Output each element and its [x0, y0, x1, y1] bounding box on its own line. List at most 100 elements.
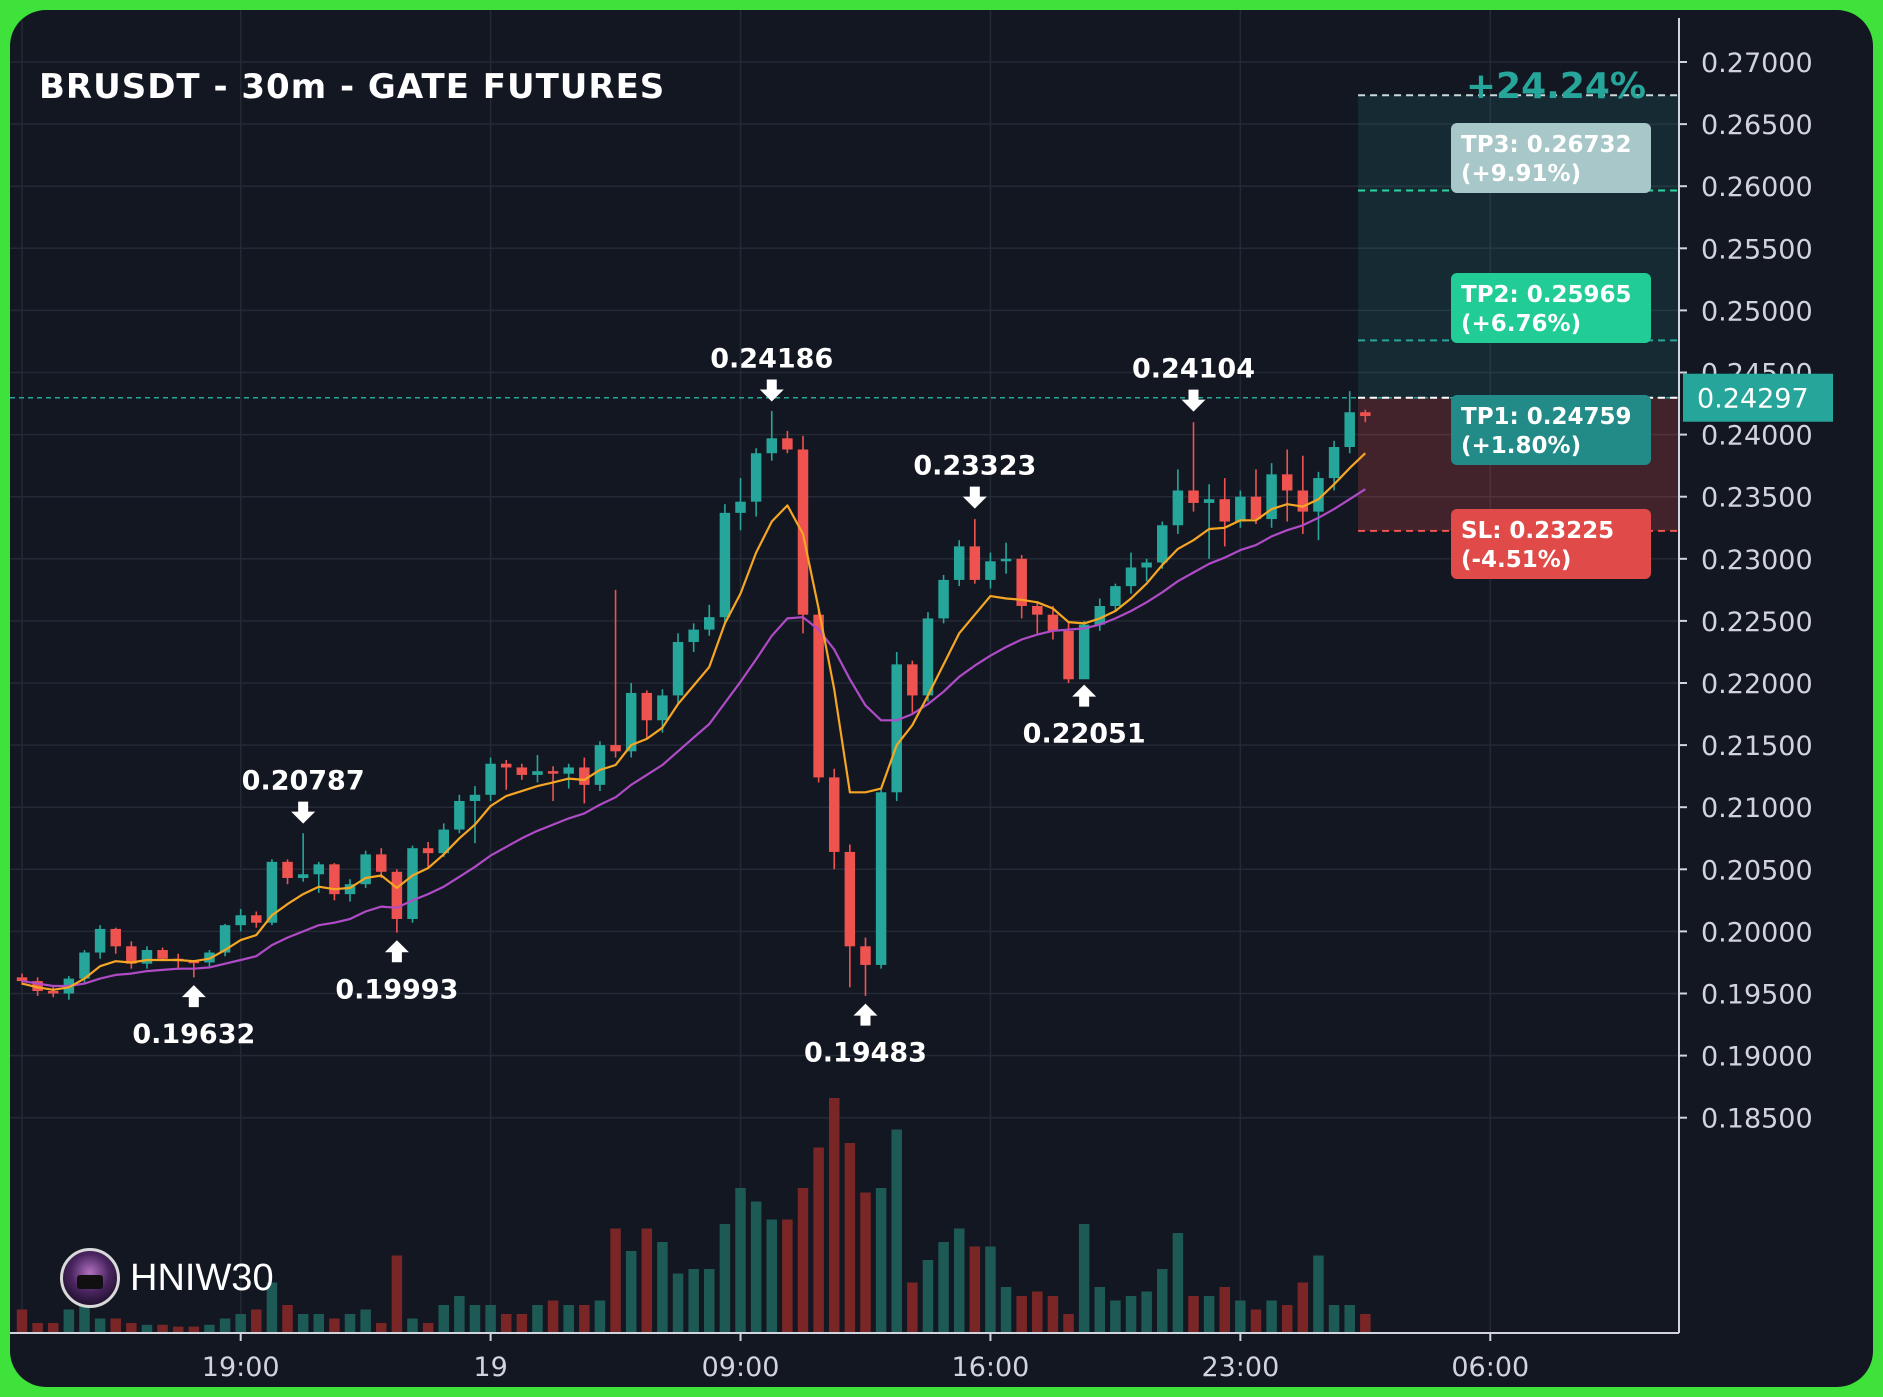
candle-body — [1047, 614, 1059, 631]
candle-body — [1250, 496, 1262, 520]
candle-body — [313, 864, 325, 875]
arrow-up-icon — [384, 940, 409, 963]
candle-body — [1000, 558, 1012, 562]
volume-bar — [828, 1098, 840, 1332]
candle-body — [1094, 605, 1106, 625]
volume-bar — [141, 1324, 153, 1332]
candle-body — [938, 579, 949, 619]
candle — [297, 833, 309, 882]
volume-bar — [219, 1318, 231, 1332]
volume-bar — [750, 1201, 762, 1332]
candle — [1235, 490, 1246, 528]
current-price-tag: 0.24297 — [1683, 373, 1833, 422]
candle — [891, 651, 902, 801]
volume-bar — [469, 1305, 481, 1332]
volume-bar — [282, 1305, 293, 1332]
candle — [235, 909, 246, 932]
candle-body — [750, 453, 762, 502]
candle-body — [1141, 562, 1152, 568]
candle — [47, 986, 59, 998]
volume-bar — [79, 1305, 90, 1332]
arrow-down-icon — [759, 379, 784, 402]
candle-body — [907, 664, 918, 696]
volume-bar — [813, 1147, 824, 1332]
candle-body — [1172, 490, 1184, 526]
candle-body — [766, 438, 778, 454]
candle-body — [860, 946, 871, 965]
current-price-tag-text: 0.24297 — [1697, 384, 1809, 415]
trader-avatar-icon — [60, 1248, 120, 1308]
candle — [1125, 552, 1137, 594]
candle-body — [641, 692, 653, 721]
candle — [500, 760, 512, 790]
volume-bar — [1141, 1291, 1152, 1332]
volume-bar — [672, 1273, 684, 1332]
candle — [1328, 440, 1340, 491]
candle-body — [891, 664, 902, 793]
candle-body — [1203, 499, 1215, 503]
volume-bar — [172, 1326, 184, 1332]
candle — [750, 448, 762, 517]
candle-body — [376, 854, 387, 872]
candle — [422, 841, 434, 867]
candle — [844, 844, 856, 988]
candle-body — [500, 763, 512, 768]
position-zones — [10, 94, 1679, 532]
volume-bar — [860, 1192, 871, 1332]
volume-bar — [969, 1246, 981, 1332]
candle-body — [469, 794, 481, 801]
arrow-up-icon — [853, 1003, 878, 1026]
volume-bar — [360, 1309, 371, 1332]
candle — [1313, 471, 1324, 541]
candle — [953, 540, 965, 587]
candle-body — [219, 925, 231, 953]
candle-body — [126, 946, 137, 964]
candle — [1297, 455, 1309, 534]
tp1-label: TP1: 0.24759 (+1.80%) — [1451, 395, 1651, 465]
volume-bar — [110, 1318, 121, 1332]
candle-body — [32, 981, 43, 992]
volume-bar — [547, 1300, 559, 1332]
price-tick-label: 0.19500 — [1701, 980, 1813, 1011]
volume-bar — [922, 1260, 934, 1332]
candle — [813, 608, 824, 783]
candle-body — [1016, 558, 1027, 606]
candle-body — [735, 501, 746, 513]
volume-bar — [891, 1129, 902, 1332]
candle — [360, 850, 371, 888]
pivot-label: 0.19993 — [335, 974, 458, 1005]
volume-bar — [1047, 1296, 1059, 1332]
candle-body — [516, 767, 528, 775]
candle — [1203, 484, 1215, 559]
candle-body — [704, 617, 715, 630]
candle-body — [969, 546, 981, 580]
pivot-label: 0.24186 — [710, 343, 833, 374]
candle — [1157, 521, 1168, 569]
tp1-label-price: TP1: 0.24759 — [1461, 404, 1632, 430]
volume-bar — [610, 1228, 621, 1332]
volume-bar — [797, 1188, 809, 1332]
sl-label: SL: 0.23225 (-4.51%) — [1451, 509, 1651, 579]
price-tick-label: 0.19000 — [1701, 1042, 1813, 1073]
ema-fast-line — [21, 452, 1367, 991]
candle — [1016, 555, 1027, 619]
volume-bar — [251, 1309, 262, 1332]
tp1-label-box — [1451, 395, 1651, 465]
candle-body — [1344, 412, 1355, 448]
ema-slow-line — [21, 488, 1366, 988]
candle — [594, 741, 606, 792]
candle-body — [94, 928, 106, 953]
candle-body — [1125, 567, 1137, 587]
candle-body — [1078, 624, 1090, 680]
volume-bar — [422, 1323, 434, 1332]
candle-body — [329, 864, 340, 895]
price-chart[interactable]: 0.19632 0.20787 0.19993 0.24186 0.19483 0.233… — [10, 10, 1873, 1387]
candle — [985, 552, 996, 589]
price-tick-label: 0.21000 — [1701, 793, 1813, 824]
volume-bar — [766, 1219, 778, 1332]
pivot-annotation: 0.19632 — [132, 985, 255, 1050]
candle — [94, 925, 106, 959]
grid-lines — [10, 10, 1679, 1333]
volume-bar — [1328, 1305, 1340, 1332]
candle — [407, 845, 418, 923]
